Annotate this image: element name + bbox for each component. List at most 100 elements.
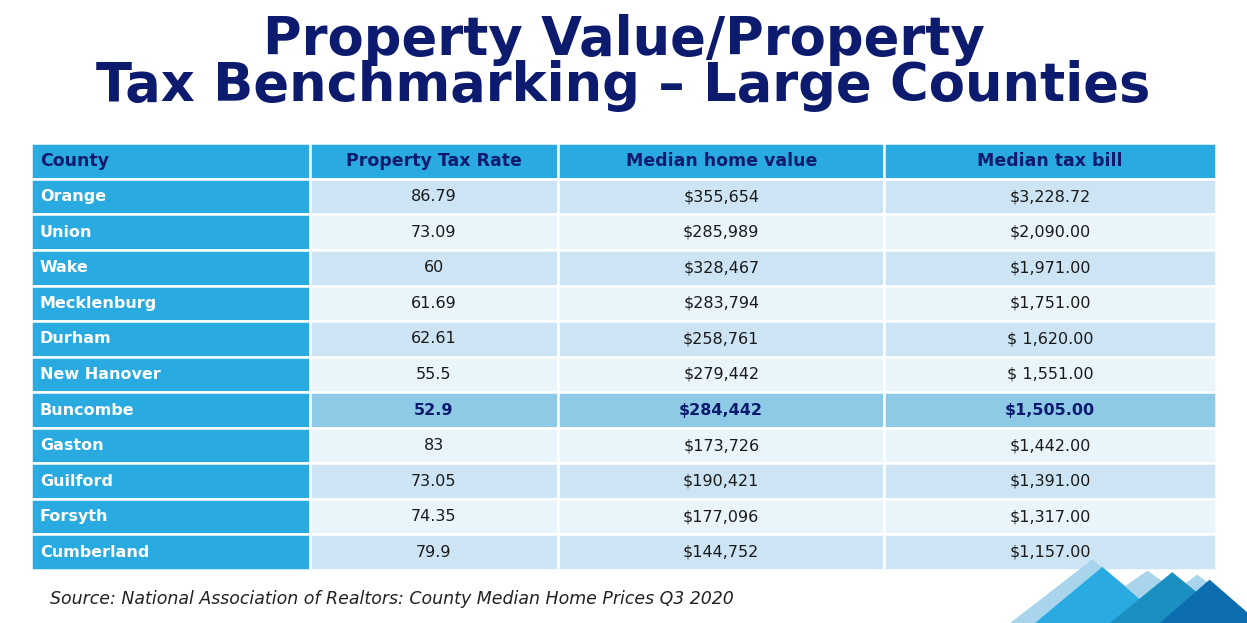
Text: $177,096: $177,096 (683, 509, 759, 524)
Bar (309, 535, 559, 570)
Bar (559, 535, 884, 570)
Bar (559, 428, 884, 464)
Text: 55.5: 55.5 (416, 367, 451, 382)
Bar (31, 428, 309, 464)
Bar (884, 464, 1216, 499)
Bar (309, 179, 559, 214)
Bar (31, 285, 309, 321)
Bar (559, 179, 884, 214)
Text: $1,751.00: $1,751.00 (1009, 296, 1091, 311)
Text: Property Tax Rate: Property Tax Rate (345, 152, 522, 170)
Text: 86.79: 86.79 (412, 189, 456, 204)
Text: Orange: Orange (40, 189, 106, 204)
Bar (309, 464, 559, 499)
Text: Source: National Association of Realtors: County Median Home Prices Q3 2020: Source: National Association of Realtors… (50, 591, 733, 608)
Text: $2,090.00: $2,090.00 (1009, 225, 1091, 240)
Bar (559, 250, 884, 285)
Bar (884, 250, 1216, 285)
Text: 62.61: 62.61 (412, 331, 456, 346)
Bar (309, 392, 559, 428)
Bar (884, 499, 1216, 535)
Text: $1,157.00: $1,157.00 (1009, 545, 1091, 559)
Bar (559, 499, 884, 535)
Bar (309, 214, 559, 250)
Bar (309, 143, 559, 179)
Text: $144,752: $144,752 (683, 545, 759, 559)
Text: $ 1,620.00: $ 1,620.00 (1006, 331, 1094, 346)
Bar (884, 356, 1216, 392)
Text: Property Value/Property: Property Value/Property (263, 14, 984, 67)
Bar (31, 499, 309, 535)
Text: 52.9: 52.9 (414, 402, 454, 417)
Bar (309, 250, 559, 285)
Text: $258,761: $258,761 (683, 331, 759, 346)
Text: Tax Benchmarking – Large Counties: Tax Benchmarking – Large Counties (96, 60, 1151, 112)
Bar (309, 499, 559, 535)
Bar (31, 321, 309, 356)
Bar (884, 285, 1216, 321)
Bar (884, 428, 1216, 464)
Bar (31, 535, 309, 570)
Text: Wake: Wake (40, 260, 89, 275)
Bar (309, 285, 559, 321)
Bar (31, 356, 309, 392)
Text: $1,317.00: $1,317.00 (1009, 509, 1091, 524)
Bar (559, 392, 884, 428)
Bar (559, 356, 884, 392)
Bar (884, 321, 1216, 356)
Polygon shape (1035, 567, 1167, 623)
Text: 83: 83 (424, 438, 444, 453)
Text: $1,442.00: $1,442.00 (1009, 438, 1091, 453)
Bar (559, 321, 884, 356)
Text: $190,421: $190,421 (683, 473, 759, 488)
Bar (31, 214, 309, 250)
Polygon shape (1010, 559, 1172, 623)
Bar (309, 428, 559, 464)
Text: Forsyth: Forsyth (40, 509, 108, 524)
Bar (31, 179, 309, 214)
Text: $173,726: $173,726 (683, 438, 759, 453)
Text: Durham: Durham (40, 331, 111, 346)
Polygon shape (1072, 571, 1222, 623)
Bar (884, 179, 1216, 214)
Text: 60: 60 (424, 260, 444, 275)
Bar (884, 143, 1216, 179)
Bar (884, 535, 1216, 570)
Polygon shape (1160, 579, 1247, 623)
Bar (309, 356, 559, 392)
Text: $ 1,551.00: $ 1,551.00 (1006, 367, 1094, 382)
Bar (559, 464, 884, 499)
Text: $355,654: $355,654 (683, 189, 759, 204)
Text: $285,989: $285,989 (683, 225, 759, 240)
Text: 73.05: 73.05 (412, 473, 456, 488)
Bar (884, 214, 1216, 250)
Bar (31, 464, 309, 499)
Text: $284,442: $284,442 (680, 402, 763, 417)
Text: Median tax bill: Median tax bill (978, 152, 1122, 170)
Bar (559, 143, 884, 179)
Text: $279,442: $279,442 (683, 367, 759, 382)
Text: 73.09: 73.09 (412, 225, 456, 240)
Text: Union: Union (40, 225, 92, 240)
Bar (31, 392, 309, 428)
Text: Median home value: Median home value (626, 152, 817, 170)
Text: $3,228.72: $3,228.72 (1009, 189, 1091, 204)
Text: 61.69: 61.69 (412, 296, 456, 311)
Text: Mecklenburg: Mecklenburg (40, 296, 157, 311)
Text: $1,505.00: $1,505.00 (1005, 402, 1095, 417)
Bar (31, 250, 309, 285)
Text: $1,971.00: $1,971.00 (1009, 260, 1091, 275)
Text: 79.9: 79.9 (416, 545, 451, 559)
Bar (309, 321, 559, 356)
Text: $1,391.00: $1,391.00 (1009, 473, 1091, 488)
Text: $283,794: $283,794 (683, 296, 759, 311)
Bar (884, 392, 1216, 428)
Text: New Hanover: New Hanover (40, 367, 161, 382)
Text: $328,467: $328,467 (683, 260, 759, 275)
Text: County: County (40, 152, 108, 170)
Bar (31, 143, 309, 179)
Text: Guilford: Guilford (40, 473, 113, 488)
Text: Gaston: Gaston (40, 438, 104, 453)
Bar (559, 214, 884, 250)
Bar (559, 285, 884, 321)
